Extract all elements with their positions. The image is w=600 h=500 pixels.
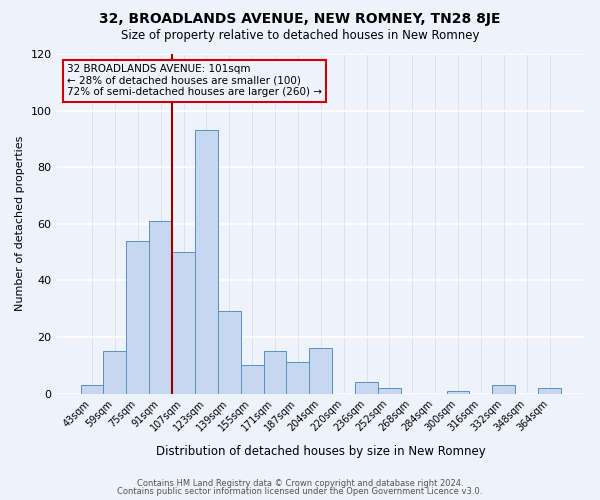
Bar — [241, 365, 263, 394]
Bar — [127, 240, 149, 394]
Bar — [355, 382, 378, 394]
Y-axis label: Number of detached properties: Number of detached properties — [15, 136, 25, 312]
Bar — [310, 348, 332, 394]
Text: Size of property relative to detached houses in New Romney: Size of property relative to detached ho… — [121, 29, 479, 42]
Text: 32, BROADLANDS AVENUE, NEW ROMNEY, TN28 8JE: 32, BROADLANDS AVENUE, NEW ROMNEY, TN28 … — [99, 12, 501, 26]
Text: Contains public sector information licensed under the Open Government Licence v3: Contains public sector information licen… — [118, 487, 482, 496]
Bar — [286, 362, 310, 394]
Bar — [218, 312, 241, 394]
Bar — [493, 385, 515, 394]
Bar — [538, 388, 561, 394]
Text: 32 BROADLANDS AVENUE: 101sqm
← 28% of detached houses are smaller (100)
72% of s: 32 BROADLANDS AVENUE: 101sqm ← 28% of de… — [67, 64, 322, 98]
Text: Contains HM Land Registry data © Crown copyright and database right 2024.: Contains HM Land Registry data © Crown c… — [137, 478, 463, 488]
Bar — [195, 130, 218, 394]
X-axis label: Distribution of detached houses by size in New Romney: Distribution of detached houses by size … — [156, 444, 485, 458]
Bar — [172, 252, 195, 394]
Bar — [446, 390, 469, 394]
Bar — [149, 221, 172, 394]
Bar — [378, 388, 401, 394]
Bar — [80, 385, 103, 394]
Bar — [263, 351, 286, 394]
Bar — [103, 351, 127, 394]
